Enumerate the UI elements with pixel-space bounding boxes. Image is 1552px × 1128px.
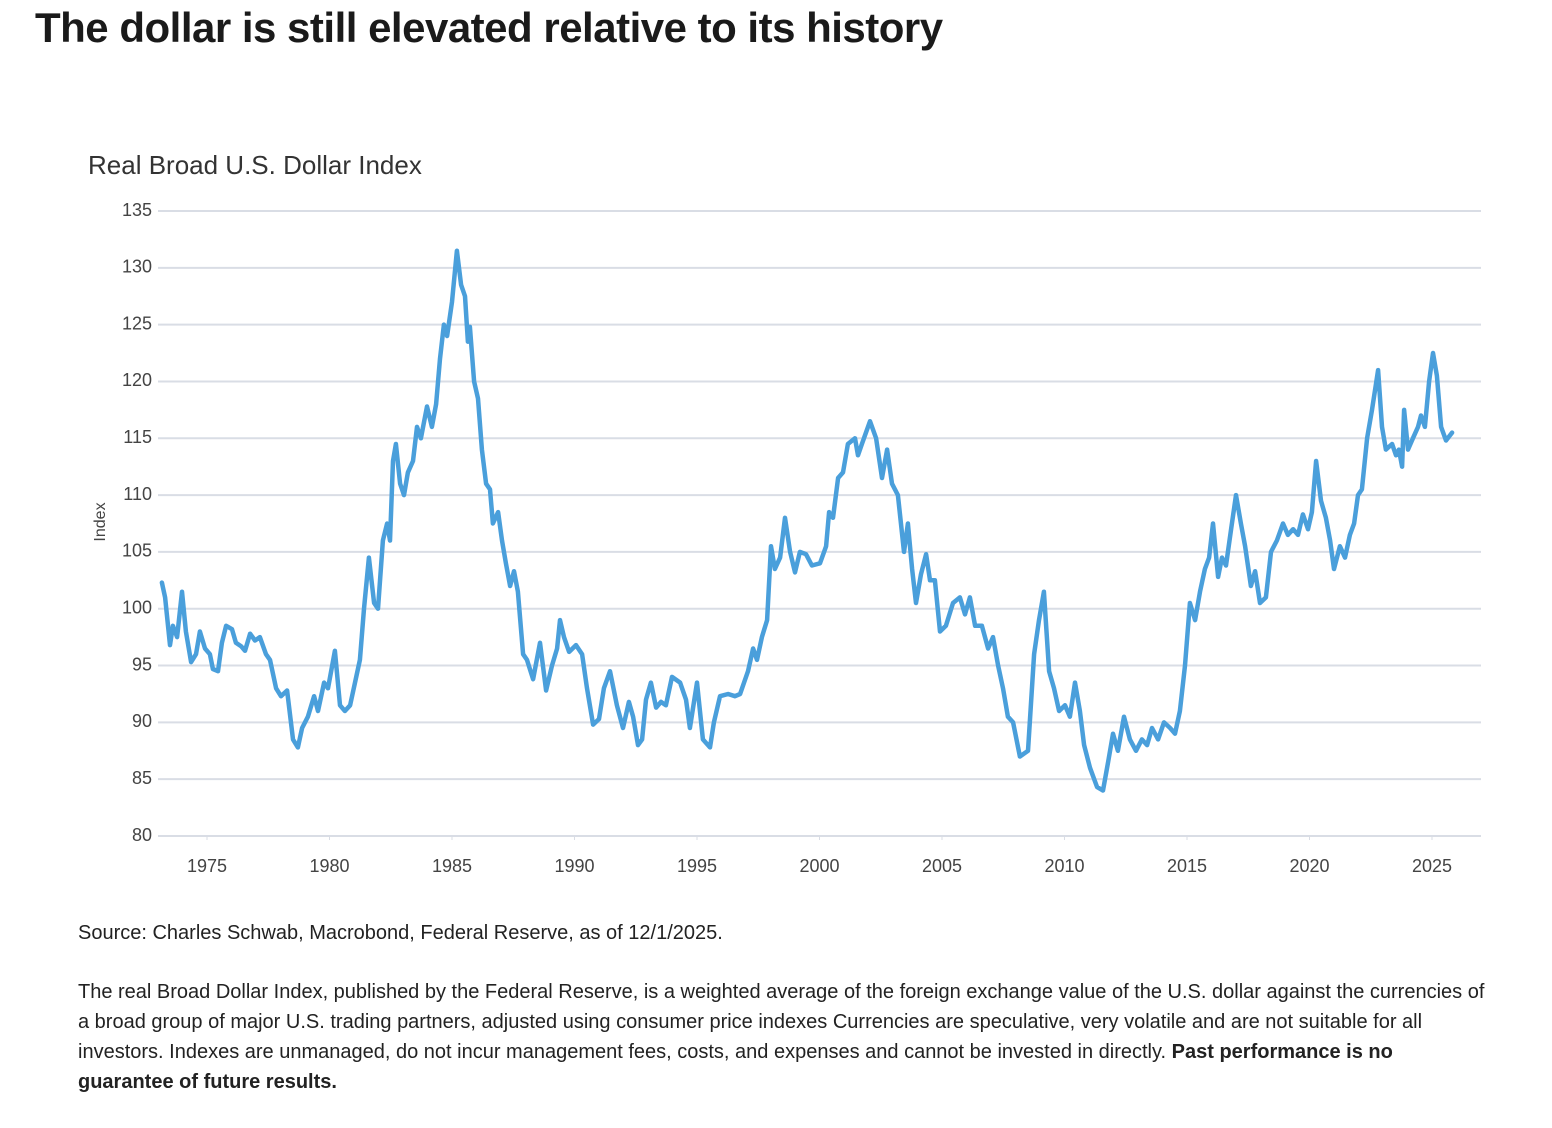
y-axis-label: Index xyxy=(92,502,109,541)
x-tick-label: 1980 xyxy=(309,856,349,876)
y-tick-label: 100 xyxy=(122,597,152,617)
y-tick-label: 120 xyxy=(122,370,152,390)
x-tick-label: 2005 xyxy=(922,856,962,876)
x-tick-label: 2000 xyxy=(799,856,839,876)
y-tick-label: 90 xyxy=(132,711,152,731)
x-tick-label: 2020 xyxy=(1289,856,1329,876)
y-tick-label: 80 xyxy=(132,825,152,845)
y-tick-label: 130 xyxy=(122,257,152,277)
disclaimer-text: The real Broad Dollar Index, published b… xyxy=(78,981,1485,1063)
chart-title: Real Broad U.S. Dollar Index xyxy=(88,150,422,180)
y-tick-label: 85 xyxy=(132,768,152,788)
x-tick-label: 1990 xyxy=(554,856,594,876)
x-tick-label: 1995 xyxy=(677,856,717,876)
x-tick-label: 1985 xyxy=(432,856,472,876)
x-tick-label: 2010 xyxy=(1044,856,1084,876)
y-tick-label: 135 xyxy=(122,200,152,220)
y-tick-label: 105 xyxy=(122,541,152,561)
data-line xyxy=(159,248,1455,793)
chart: Real Broad U.S. Dollar Index Index 80 85 9… xyxy=(88,150,1481,876)
y-tick-label: 110 xyxy=(123,484,152,504)
disclaimer-bold: Past performance is no guarantee of futu… xyxy=(78,1041,1393,1093)
y-tick-label: 125 xyxy=(122,313,152,333)
y-tick-label: 95 xyxy=(132,654,152,674)
x-tick-label: 2025 xyxy=(1412,856,1452,876)
x-tick-label: 2015 xyxy=(1167,856,1207,876)
x-tick-label: 1975 xyxy=(187,856,227,876)
y-tick-label: 115 xyxy=(123,427,152,447)
source-note: Source: Charles Schwab, Macrobond, Feder… xyxy=(78,922,723,944)
disclaimer: The real Broad Dollar Index, published b… xyxy=(78,977,1488,1097)
page-title: The dollar is still elevated relative to… xyxy=(35,4,943,51)
